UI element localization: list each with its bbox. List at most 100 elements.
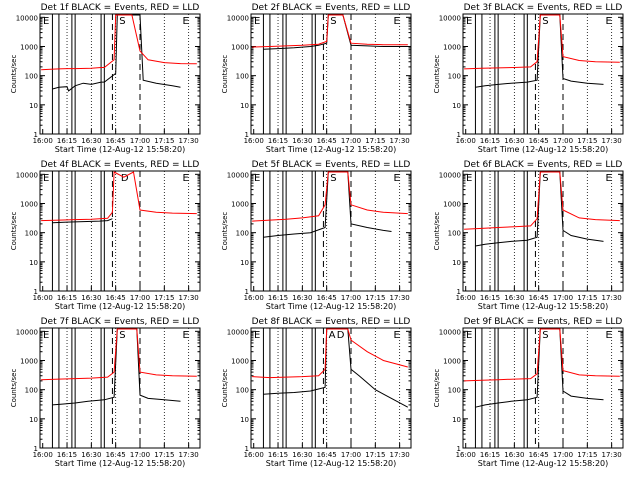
y-tick-label: 10 — [240, 102, 249, 110]
y-axis-label: Counts/sec — [10, 212, 18, 251]
chart-panel-6: Det 6f BLACK = Events, RED = LLD 1 10 100 10… — [433, 160, 624, 311]
x-tick-label: 16:30 — [292, 137, 312, 145]
segment-marker-label: E — [183, 330, 189, 341]
x-tick-label: 16:45 — [317, 137, 337, 145]
x-tick-label: 16:45 — [106, 137, 126, 145]
y-tick-label: 1 — [457, 131, 461, 139]
x-tick-label: 16:15 — [480, 137, 500, 145]
x-tick-label: 16:30 — [292, 294, 312, 302]
x-tick-label: 16:30 — [81, 137, 101, 145]
x-tick-label: 17:30 — [390, 294, 410, 302]
lld-series-line — [252, 328, 408, 379]
plot-frame — [250, 13, 412, 135]
y-axis-label: Counts/sec — [221, 55, 229, 94]
x-axis-label: Start Time (12-Aug-12 15:58:20) — [478, 145, 609, 154]
y-tick-label: 10 — [29, 416, 38, 424]
x-axis-label: Start Time (12-Aug-12 15:58:20) — [55, 302, 186, 311]
segment-marker-label: S — [330, 173, 336, 184]
chart-title: Det 7f BLACK = Events, RED = LLD — [41, 317, 200, 327]
x-tick-label: 17:00 — [553, 137, 573, 145]
x-tick-label: 16:00 — [456, 294, 476, 302]
chart-panel-4: Det 4f BLACK = Events, RED = LLD 1 10 100 10… — [10, 160, 201, 311]
x-tick-label: 16:00 — [456, 451, 476, 459]
plot-frame — [39, 327, 201, 449]
x-tick-label: 17:30 — [179, 137, 199, 145]
x-tick-label: 17:15 — [365, 137, 385, 145]
x-tick-label: 16:00 — [33, 294, 53, 302]
x-tick-label: 16:45 — [106, 294, 126, 302]
y-tick-label: 1000 — [20, 357, 38, 365]
y-axis-label: Counts/sec — [10, 55, 18, 94]
x-tick-label: 17:00 — [130, 294, 150, 302]
x-tick-label: 17:00 — [553, 294, 573, 302]
x-tick-label: 17:30 — [179, 451, 199, 459]
chart-title: Det 1f BLACK = Events, RED = LLD — [41, 3, 200, 13]
x-tick-label: 17:00 — [553, 451, 573, 459]
y-tick-label: 10000 — [227, 171, 249, 179]
x-tick-label: 16:45 — [529, 294, 549, 302]
y-tick-label: 1000 — [443, 43, 461, 51]
x-axis-label: Start Time (12-Aug-12 15:58:20) — [55, 145, 186, 154]
x-tick-label: 16:00 — [244, 137, 264, 145]
y-tick-label: 100 — [25, 230, 38, 238]
segment-marker-label: E — [183, 16, 189, 27]
y-tick-label: 1000 — [443, 357, 461, 365]
segment-marker-label: E — [466, 173, 472, 184]
chart-title: Det 8f BLACK = Events, RED = LLD — [252, 317, 411, 327]
x-tick-label: 17:30 — [602, 294, 622, 302]
lld-series-line — [464, 14, 620, 70]
y-axis-label: Counts/sec — [433, 55, 441, 94]
plot-frame — [250, 327, 412, 449]
y-tick-label: 1 — [457, 445, 461, 453]
segment-marker-label: E — [394, 16, 400, 27]
x-tick-label: 17:00 — [341, 451, 361, 459]
y-tick-label: 100 — [448, 73, 461, 81]
segment-marker-label: E — [254, 16, 260, 27]
events-series-line — [52, 14, 181, 92]
events-series-line — [475, 171, 604, 247]
lld-series-line — [252, 171, 408, 222]
chart-title: Det 2f BLACK = Events, RED = LLD — [252, 3, 411, 13]
segment-marker-label: E — [43, 16, 49, 27]
y-tick-label: 10 — [452, 102, 461, 110]
segment-marker-label: D — [121, 173, 129, 184]
y-tick-label: 100 — [448, 387, 461, 395]
y-tick-label: 10 — [29, 102, 38, 110]
y-tick-label: 10000 — [16, 328, 38, 336]
y-tick-label: 1 — [245, 445, 249, 453]
lld-series-line — [41, 171, 197, 222]
x-tick-label: 16:00 — [244, 294, 264, 302]
x-tick-label: 16:45 — [106, 451, 126, 459]
x-tick-label: 16:15 — [57, 294, 77, 302]
x-tick-label: 16:45 — [317, 294, 337, 302]
y-tick-label: 100 — [25, 387, 38, 395]
x-tick-label: 16:00 — [244, 451, 264, 459]
x-tick-label: 17:00 — [341, 294, 361, 302]
y-axis-label: Counts/sec — [433, 369, 441, 408]
chart-panel-3: Det 3f BLACK = Events, RED = LLD 1 10 100 10… — [433, 3, 624, 154]
segment-marker-label: E — [466, 16, 472, 27]
x-tick-label: 16:30 — [504, 137, 524, 145]
x-tick-label: 16:00 — [33, 137, 53, 145]
x-tick-label: 16:00 — [33, 451, 53, 459]
y-tick-label: 10000 — [439, 328, 461, 336]
y-tick-label: 100 — [236, 387, 249, 395]
y-tick-label: 100 — [25, 73, 38, 81]
events-series-line — [475, 328, 604, 408]
y-tick-label: 1 — [34, 288, 38, 296]
y-tick-label: 1 — [457, 288, 461, 296]
y-axis-label: Counts/sec — [221, 369, 229, 408]
y-tick-label: 1 — [245, 288, 249, 296]
y-tick-label: 1 — [34, 131, 38, 139]
x-tick-label: 16:15 — [480, 451, 500, 459]
y-tick-label: 1 — [245, 131, 249, 139]
chart-panel-8: Det 8f BLACK = Events, RED = LLD 1 10 100 10… — [221, 317, 412, 468]
x-tick-label: 17:15 — [577, 294, 597, 302]
x-tick-label: 17:00 — [130, 137, 150, 145]
segment-marker-label: S — [542, 173, 548, 184]
x-axis-label: Start Time (12-Aug-12 15:58:20) — [55, 459, 186, 468]
x-tick-label: 16:45 — [529, 137, 549, 145]
x-tick-label: 17:00 — [130, 451, 150, 459]
chart-panel-7: Det 7f BLACK = Events, RED = LLD 1 10 100 10… — [10, 317, 201, 468]
